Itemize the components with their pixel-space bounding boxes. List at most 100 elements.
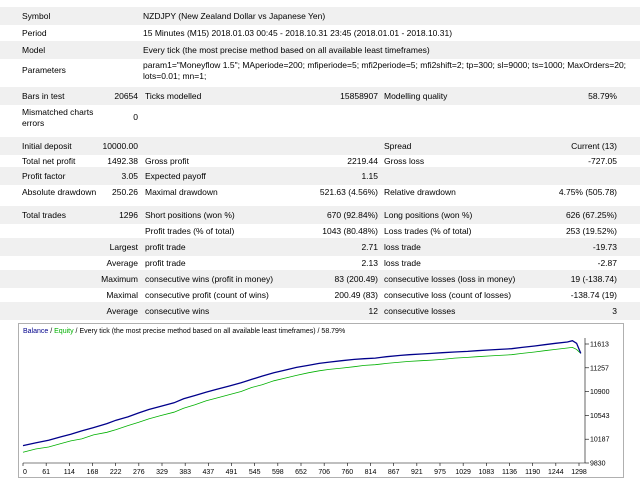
average-profit-value: 2.13 xyxy=(361,258,378,268)
x-tick-label: 222 xyxy=(110,469,122,476)
row-total-trades: Total trades 1296 Short positions (won %… xyxy=(0,206,640,224)
series-line-balance xyxy=(22,340,582,447)
relative-drawdown-label: Relative drawdown xyxy=(384,187,456,197)
largest-loss-label: loss trade xyxy=(384,242,421,252)
long-positions-label: Long positions (won %) xyxy=(384,210,473,220)
row-period: Period 15 Minutes (M15) 2018.01.03 00:45… xyxy=(0,24,640,42)
legend-separator: / xyxy=(48,328,54,335)
profit-trades-value: 1043 (80.48%) xyxy=(322,226,378,236)
max-cons-wins-label: consecutive wins (profit in money) xyxy=(145,274,274,284)
x-tick-label: 168 xyxy=(87,469,99,476)
x-tick-label: 491 xyxy=(226,469,238,476)
avg-cons-prefix: Average xyxy=(106,306,138,316)
symbol-label: Symbol xyxy=(22,11,51,21)
spread-label: Spread xyxy=(384,141,412,151)
y-tick-label: 9830 xyxy=(590,461,606,468)
avg-cons-wins-label: consecutive wins xyxy=(145,306,210,316)
chart-svg: Balance / Equity / Every tick (the most … xyxy=(22,328,610,476)
balance-equity-chart: Balance / Equity / Every tick (the most … xyxy=(18,323,624,478)
x-tick-label: 383 xyxy=(179,469,191,476)
x-tick-label: 598 xyxy=(272,469,284,476)
row-parameters: Parameters param1="Moneyflow 1.5"; MAper… xyxy=(0,56,640,86)
avg-cons-losses-label: consecutive losses xyxy=(384,306,456,316)
gross-loss-value: -727.05 xyxy=(588,156,617,166)
x-tick-label: 975 xyxy=(434,469,446,476)
row-symbol: Symbol NZDJPY (New Zealand Dollar vs Jap… xyxy=(0,7,640,25)
short-positions-label: Short positions (won %) xyxy=(145,210,235,220)
largest-profit-label: profit trade xyxy=(145,242,186,252)
x-tick-label: 114 xyxy=(64,469,75,476)
bars-value: 20654 xyxy=(114,91,138,101)
series-line-equity xyxy=(22,346,582,453)
mismatched-value: 0 xyxy=(133,112,138,122)
net-profit-value: 1492.38 xyxy=(107,156,138,166)
x-tick-label: 1190 xyxy=(525,469,540,476)
parameters-line2: lots=0.01; mn=1; xyxy=(143,71,207,81)
x-tick-label: 0 xyxy=(23,469,27,476)
mismatched-label-line1: Mismatched charts xyxy=(22,107,94,117)
parameters-label: Parameters xyxy=(22,65,66,75)
row-profit-trades: Profit trades (% of total) 1043 (80.48%)… xyxy=(0,222,640,240)
chart-lines xyxy=(22,340,582,453)
x-tick-label: 1083 xyxy=(479,469,495,476)
ticks-label: Ticks modelled xyxy=(145,91,202,101)
deposit-label: Initial deposit xyxy=(22,141,72,151)
max-cons-losses-label: consecutive losses (loss in money) xyxy=(384,274,516,284)
row-bars: Bars in test 20654 Ticks modelled 158589… xyxy=(0,87,640,105)
largest-prefix: Largest xyxy=(109,242,138,252)
mismatched-label: Mismatched charts errors xyxy=(22,103,93,129)
absolute-drawdown-value: 250.26 xyxy=(112,187,138,197)
ticks-value: 15858907 xyxy=(340,91,378,101)
maximal-cons-loss-value: -138.74 (19) xyxy=(570,290,617,300)
x-tick-label: 61 xyxy=(42,469,50,476)
y-tick-label: 10900 xyxy=(590,389,610,396)
row-average: Average profit trade 2.13 loss trade -2.… xyxy=(0,254,640,272)
x-tick-label: 1136 xyxy=(502,469,517,476)
x-tick-label: 1298 xyxy=(571,469,587,476)
net-profit-label: Total net profit xyxy=(22,156,76,166)
gross-profit-label: Gross profit xyxy=(145,156,189,166)
maximal-cons-profit-value: 200.49 (83) xyxy=(334,290,378,300)
row-maximum: Maximum consecutive wins (profit in mone… xyxy=(0,270,640,288)
average-prefix: Average xyxy=(106,258,138,268)
profit-factor-label: Profit factor xyxy=(22,171,66,181)
y-tick-label: 11613 xyxy=(590,342,609,349)
maximum-prefix: Maximum xyxy=(101,274,138,284)
x-tick-label: 545 xyxy=(249,469,261,476)
maximal-cons-profit-label: consecutive profit (count of wins) xyxy=(145,290,269,300)
row-mismatched: Mismatched charts errors 0 xyxy=(0,103,640,133)
average-loss-value: -2.87 xyxy=(597,258,617,268)
largest-loss-value: -19.73 xyxy=(592,242,617,252)
short-positions-value: 670 (92.84%) xyxy=(326,210,378,220)
y-tick-label: 11257 xyxy=(590,365,609,372)
row-net-profit: Total net profit 1492.38 Gross profit 22… xyxy=(0,152,640,170)
bars-label: Bars in test xyxy=(22,91,65,101)
average-profit-label: profit trade xyxy=(145,258,186,268)
expected-payoff-value: 1.15 xyxy=(361,171,378,181)
row-largest: Largest profit trade 2.71 loss trade -19… xyxy=(0,238,640,256)
profit-factor-value: 3.05 xyxy=(121,171,138,181)
maximal-prefix: Maximal xyxy=(106,290,138,300)
period-label: Period xyxy=(22,28,47,38)
loss-trades-label: Loss trades (% of total) xyxy=(384,226,472,236)
row-profit-factor: Profit factor 3.05 Expected payoff 1.15 xyxy=(0,167,640,185)
deposit-value: 10000.00 xyxy=(102,141,138,151)
x-axis-ticks: 0 61 114 168 222 276 329 383 437 491 545 598 652 706 7… xyxy=(22,463,587,476)
largest-profit-value: 2.71 xyxy=(361,242,378,252)
x-tick-label: 867 xyxy=(388,469,400,476)
x-tick-label: 760 xyxy=(341,469,353,476)
symbol-value: NZDJPY (New Zealand Dollar vs Japanese Y… xyxy=(143,11,326,21)
expected-payoff-label: Expected payoff xyxy=(145,171,206,181)
parameters-value: param1="Moneyflow 1.5"; MAperiode=200; m… xyxy=(143,56,626,82)
loss-trades-value: 253 (19.52%) xyxy=(565,226,617,236)
row-maximal: Maximal consecutive profit (count of win… xyxy=(0,286,640,304)
mismatched-label-line2: errors xyxy=(22,118,45,128)
x-tick-label: 921 xyxy=(411,469,423,476)
legend-balance: Balance xyxy=(23,328,48,335)
x-tick-label: 652 xyxy=(295,469,307,476)
y-tick-label: 10187 xyxy=(590,437,610,444)
long-positions-value: 626 (67.25%) xyxy=(565,210,617,220)
avg-cons-wins-value: 12 xyxy=(368,306,378,316)
y-tick-label: 10543 xyxy=(590,413,610,420)
model-value: Every tick (the most precise method base… xyxy=(143,45,430,55)
